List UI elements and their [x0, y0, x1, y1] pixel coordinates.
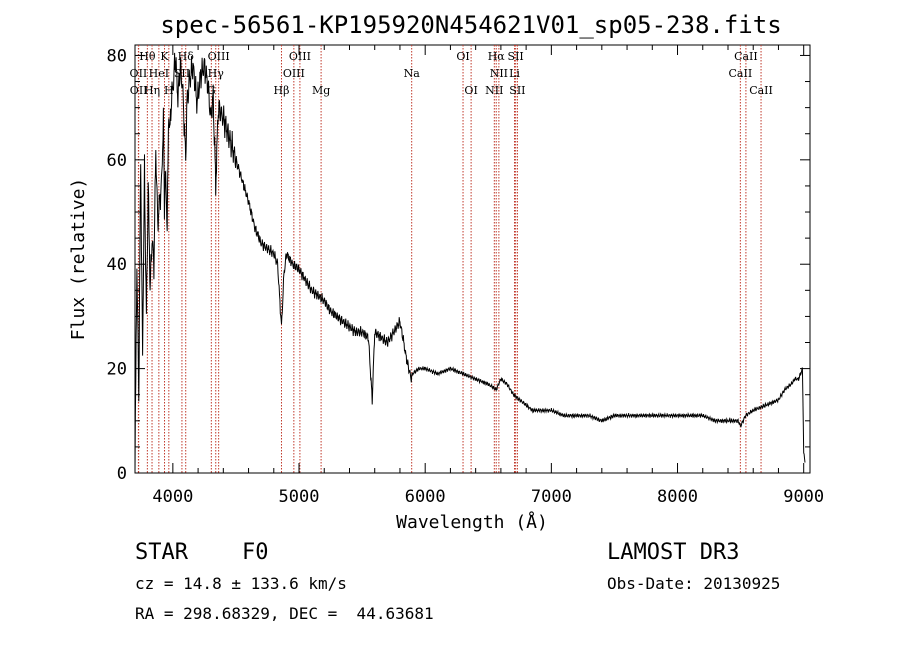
reference-line-label: K — [160, 50, 169, 63]
reference-line-label: OIII — [289, 50, 311, 63]
reference-line-label: NII — [490, 67, 508, 80]
reference-line-label: Li — [509, 67, 520, 80]
spectrum-line — [134, 52, 806, 474]
y-tick-label: 40 — [107, 255, 127, 275]
reference-line-label: Hθ — [139, 50, 156, 63]
reference-line-label: HeI — [149, 67, 169, 80]
x-tick-label: 8000 — [657, 487, 698, 507]
x-axis-ticks: 4000 5000 6000 7000 8000 9000 — [152, 45, 824, 507]
x-axis-label: Wavelength (Å) — [396, 511, 548, 533]
reference-line-label: SII — [509, 84, 525, 97]
chart-title: spec-56561-KP195920N454621V01_sp05-238.f… — [160, 11, 781, 39]
reference-line-label: Hη — [144, 84, 160, 97]
y-axis-label: Flux (relative) — [68, 178, 89, 341]
reference-line-label: OI — [464, 84, 477, 97]
reference-line-label: OIII — [283, 67, 305, 80]
y-tick-label: 60 — [107, 151, 127, 171]
reference-line-label: H — [164, 84, 174, 97]
reference-line-label: NII — [485, 84, 503, 97]
reference-line-label: Mg — [312, 84, 330, 97]
reference-line-label: CaII — [729, 67, 753, 80]
reference-line-label: Hγ — [208, 67, 225, 80]
x-tick-label: 9000 — [783, 487, 824, 507]
reference-line-label: Hα — [488, 50, 506, 63]
reference-line-label: Hβ — [274, 84, 290, 97]
reference-line-label: CaII — [749, 84, 773, 97]
reference-line-label: OII — [130, 84, 148, 97]
x-tick-label: 6000 — [405, 487, 446, 507]
object-subclass: F0 — [242, 540, 269, 565]
y-tick-label: 0 — [117, 464, 127, 484]
reference-line-label: OI — [456, 50, 469, 63]
reference-line-label: SII — [508, 50, 524, 63]
y-tick-label: 20 — [107, 360, 127, 380]
reference-line-label: SII — [174, 67, 190, 80]
reference-line-label: CaII — [734, 50, 758, 63]
plot-frame — [134, 44, 811, 474]
reference-line-label: Na — [404, 67, 421, 80]
reference-line-label: G — [207, 84, 216, 97]
reference-line-label: Hδ — [178, 50, 195, 63]
redshift-velocity: cz = 14.8 ± 133.6 km/s — [135, 574, 347, 593]
y-axis-ticks: 0 20 40 60 80 — [107, 46, 810, 484]
x-tick-label: 4000 — [152, 487, 193, 507]
observation-date: Obs-Date: 20130925 — [607, 574, 781, 593]
object-class: STAR — [135, 540, 188, 565]
x-tick-label: 5000 — [279, 487, 320, 507]
survey-name: LAMOST DR3 — [607, 540, 740, 565]
reference-lines — [137, 45, 762, 473]
coordinates: RA = 298.68329, DEC = 44.63681 — [135, 604, 434, 623]
reference-line-label: OII — [130, 67, 148, 80]
reference-line-label: OIII — [208, 50, 230, 63]
reference-line-labels: HθOIIOIIHηHeIKSIIHHδGOIIIHγHβOIIIOIIIMgN… — [130, 50, 773, 97]
x-tick-label: 7000 — [531, 487, 572, 507]
y-tick-label: 80 — [107, 46, 127, 66]
